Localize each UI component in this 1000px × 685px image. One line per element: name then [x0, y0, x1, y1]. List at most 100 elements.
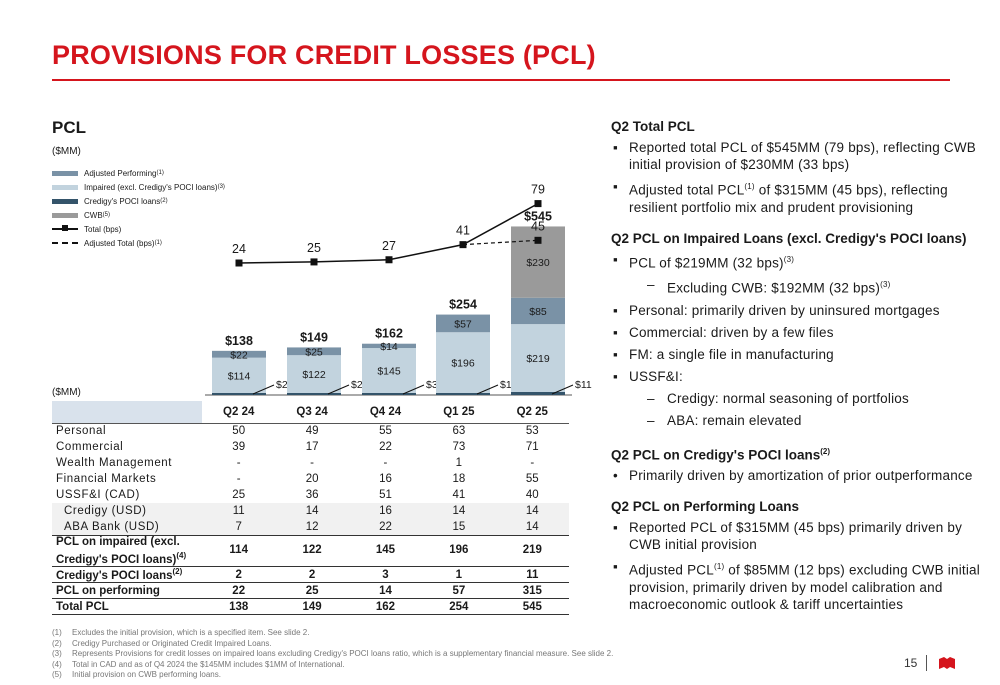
legend-line	[52, 225, 78, 231]
bullet-text: of $315MM (45 bps), reflecting resilient…	[629, 182, 948, 215]
bullet-text: Personal: primarily driven by uninsured …	[629, 302, 940, 318]
table-cell: 17	[305, 441, 319, 453]
bar-total-label: $254	[449, 298, 477, 312]
legend-item-adjusted-performing: Adjusted Performing (1)	[52, 166, 225, 180]
poci-leader-line	[402, 384, 425, 395]
table-row-label: Personal	[56, 425, 107, 438]
table-cell: 14	[495, 519, 569, 535]
bar-segment-label: $122	[302, 369, 326, 381]
legend-sup: (3)	[217, 184, 225, 190]
legend-line	[52, 242, 78, 244]
legend-swatch	[52, 170, 78, 176]
bullet-text: Adjusted PCL	[629, 562, 714, 578]
bar-segment-label: $85	[529, 306, 547, 318]
total-bps-line	[238, 202, 539, 264]
legend-swatch	[52, 212, 78, 218]
section-performing: Q2 PCL on Performing Loans ▪ Reported PCL…	[611, 498, 981, 613]
adjusted-bps-label: 45	[531, 219, 545, 233]
legend-label: Impaired (excl. Credigy's POCI loans)	[84, 182, 218, 192]
poci-label: $3	[426, 379, 438, 391]
table-row-label: USSF&I (CAD)	[56, 489, 140, 501]
bullet-text: PCL of $219MM (32 bps)	[629, 255, 784, 270]
footnote-number: (1)	[52, 628, 62, 637]
table-row: Commercial 39 17 22 73 71	[52, 439, 569, 455]
table-cell: 14	[275, 503, 349, 519]
table-header-cell: Q3 24	[275, 401, 349, 424]
bullet-item: ▪ USSF&I:	[611, 368, 981, 385]
bullet-text: Commercial: driven by a few files	[629, 324, 834, 340]
bar-segment	[212, 393, 266, 395]
table-cell: -	[383, 457, 388, 469]
table-cell: 14	[495, 503, 569, 519]
bullet-item: ▪ Reported total PCL of $545MM (79 bps), …	[611, 139, 981, 173]
section-title: Q2 PCL on Performing Loans	[611, 499, 800, 514]
table-unit-label: ($MM)	[52, 387, 81, 398]
total-bps-point	[385, 256, 393, 264]
table-cell: 145	[348, 534, 423, 567]
poci-label: $1	[500, 379, 512, 391]
table-cell: 36	[305, 489, 319, 501]
bullet-text: USSF&I:	[629, 368, 683, 384]
bar-segment	[511, 392, 565, 395]
bar-segment-label: $22	[230, 349, 248, 361]
table-cell: -	[236, 473, 241, 485]
bullet-square-icon: ▪	[613, 140, 618, 155]
table-cell: 11	[202, 503, 276, 519]
table-row-label: Total PCL	[52, 598, 202, 616]
table-cell: 55	[525, 473, 539, 485]
bullet-square-icon: ▪	[613, 302, 618, 318]
commentary-panel: Q2 Total PCL ▪ Reported total PCL of $545…	[611, 118, 981, 627]
bar-segment	[436, 314, 490, 333]
table-row-label: Financial Markets	[56, 473, 157, 485]
dash-icon: –	[647, 412, 655, 428]
table-cell: 14	[422, 503, 496, 519]
legend-item-poci: Credigy's POCI loans (2)	[52, 194, 225, 208]
bar-segment-label: $219	[526, 353, 550, 365]
footnote: (4) Total in CAD and as of Q4 2024 the $1…	[52, 660, 613, 671]
poci-leader-line	[476, 384, 499, 395]
table-cell: 16	[379, 473, 392, 485]
dash-icon: –	[647, 277, 655, 292]
footnote-number: (5)	[52, 670, 62, 679]
bullet-square-icon: ▪	[613, 324, 618, 340]
bar-segment	[212, 350, 266, 358]
table-cell: 63	[452, 425, 466, 438]
legend-sup: (5)	[102, 212, 111, 218]
chart-unit-label: ($MM)	[52, 146, 81, 157]
poci-label: $2	[276, 379, 288, 391]
bullet-square-icon: ▪	[613, 520, 618, 535]
table-header-cell: Q4 24	[348, 401, 423, 424]
table-header-cell: Q2 24	[202, 401, 276, 424]
table-cell: 1	[422, 566, 496, 583]
table-cell: 12	[275, 519, 349, 535]
table-cell: 20	[305, 473, 319, 485]
bar-segment	[287, 347, 341, 356]
chart-legend: Adjusted Performing (1) Impaired (excl. C…	[52, 166, 225, 250]
table-cell: 49	[305, 425, 319, 438]
legend-item-total-bps: Total (bps)	[52, 222, 225, 236]
footnote-text: Credigy Purchased or Originated Credit I…	[72, 638, 272, 648]
table-cell: 71	[525, 441, 539, 453]
bar-segment	[436, 332, 490, 393]
table-cell: 1	[455, 457, 463, 469]
footnote-number: (4)	[52, 659, 62, 669]
page-number: 15	[904, 656, 918, 670]
table-row-label: PCL on impaired (excl. Credigy's POCI loa…	[52, 534, 202, 567]
footnote-text: Represents Provisions for credit losses …	[72, 649, 614, 658]
footnote: (5) Initial provision on CWB performing l…	[52, 670, 613, 681]
bar-segment-label: $230	[526, 257, 550, 269]
table-row: USSF&I (CAD) 25 36 51 41 40	[52, 487, 569, 503]
bullet-item: ▪ Adjusted total PCL(1) of $315MM (45 bps…	[611, 178, 981, 216]
total-bps-point	[534, 200, 542, 208]
footnote-number: (2)	[52, 638, 62, 648]
table-cell: 18	[452, 473, 466, 485]
table-cell: 138	[202, 598, 276, 616]
page-number-divider	[926, 655, 927, 671]
legend-label: Credigy's POCI loans	[84, 196, 161, 206]
bar-segment-label: $57	[454, 318, 472, 330]
row-label-sup: (4)	[176, 550, 187, 560]
table-cell: 22	[379, 441, 392, 453]
table-cell: 11	[495, 566, 569, 583]
section-poci: Q2 PCL on Credigy's POCI loans(2) • Prima…	[611, 443, 981, 485]
adjusted-bps-point	[534, 236, 542, 244]
